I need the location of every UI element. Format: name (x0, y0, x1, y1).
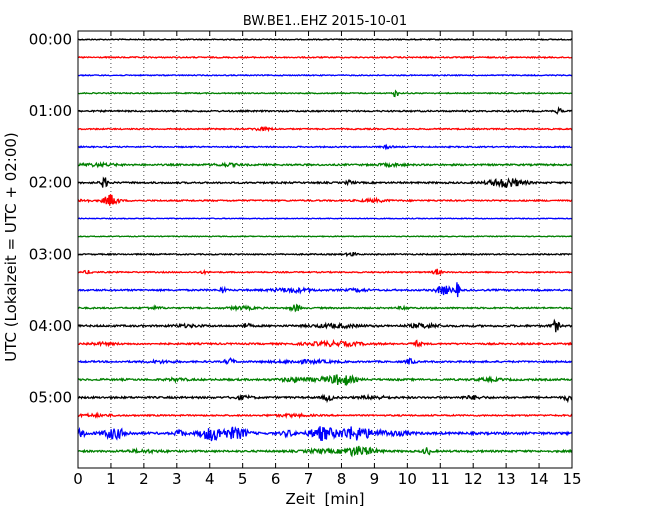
trace-0045 (77, 89, 573, 98)
trace-0100 (77, 105, 573, 115)
x-tick-label-14: 14 (530, 470, 549, 488)
x-tick-label-12: 12 (464, 470, 483, 488)
trace-0515 (77, 411, 573, 420)
trace-0115 (77, 125, 573, 133)
y-tick-label-0300: 03:00 (29, 245, 72, 263)
y-tick-label-0200: 02:00 (29, 174, 72, 192)
vertical-grid (110, 31, 540, 468)
x-tick-label-4: 4 (205, 470, 215, 488)
trace-0530 (77, 425, 573, 442)
x-tick-label-6: 6 (271, 470, 281, 488)
x-tick-label-0: 0 (73, 470, 83, 488)
trace-0015 (77, 55, 573, 60)
trace-0145 (77, 161, 573, 169)
trace-0315 (77, 268, 573, 276)
x-tick-label-3: 3 (172, 470, 182, 488)
y-tick-label-0400: 04:00 (29, 317, 72, 335)
trace-0200 (77, 176, 573, 189)
y-axis-label: UTC (Lokalzeit = UTC + 02:00) (2, 132, 20, 362)
trace-0245 (77, 235, 573, 238)
trace-0430 (77, 357, 573, 366)
y-tick-label-0100: 01:00 (29, 102, 72, 120)
x-axis-label: Zeit [min] (285, 490, 364, 508)
trace-0030 (77, 73, 573, 77)
x-tick-label-10: 10 (398, 470, 417, 488)
plot-frame (77, 30, 573, 469)
trace-0500 (77, 393, 573, 404)
x-tick-label-13: 13 (497, 470, 516, 488)
x-tick-label-8: 8 (337, 470, 347, 488)
x-tick-label-1: 1 (106, 470, 116, 488)
trace-0415 (77, 338, 573, 348)
x-tick-label-9: 9 (370, 470, 380, 488)
trace-0445 (77, 373, 573, 387)
trace-0345 (77, 303, 573, 313)
x-axis-ticks: 0 1 2 3 4 5 6 7 8 9 10 11 12 13 14 15 (73, 31, 582, 488)
trace-0400 (77, 318, 573, 333)
trace-0230 (77, 217, 573, 220)
trace-0330 (77, 282, 573, 298)
y-axis-ticks: 00:00 01:00 02:00 03:00 04:00 05:00 (29, 31, 83, 407)
trace-0300 (77, 251, 573, 258)
chart-title: BW.BE1..EHZ 2015-10-01 (243, 14, 407, 29)
x-tick-label-15: 15 (562, 470, 581, 488)
x-tick-label-11: 11 (431, 470, 450, 488)
y-tick-label-0500: 05:00 (29, 389, 72, 407)
trace-0130 (77, 143, 573, 151)
x-tick-label-2: 2 (139, 470, 149, 488)
x-tick-label-5: 5 (238, 470, 248, 488)
trace-rows (77, 37, 573, 458)
trace-0545 (77, 445, 573, 458)
trace-0215 (77, 194, 573, 206)
x-tick-label-7: 7 (304, 470, 314, 488)
y-tick-label-0000: 00:00 (29, 31, 72, 49)
trace-0000 (77, 37, 573, 42)
